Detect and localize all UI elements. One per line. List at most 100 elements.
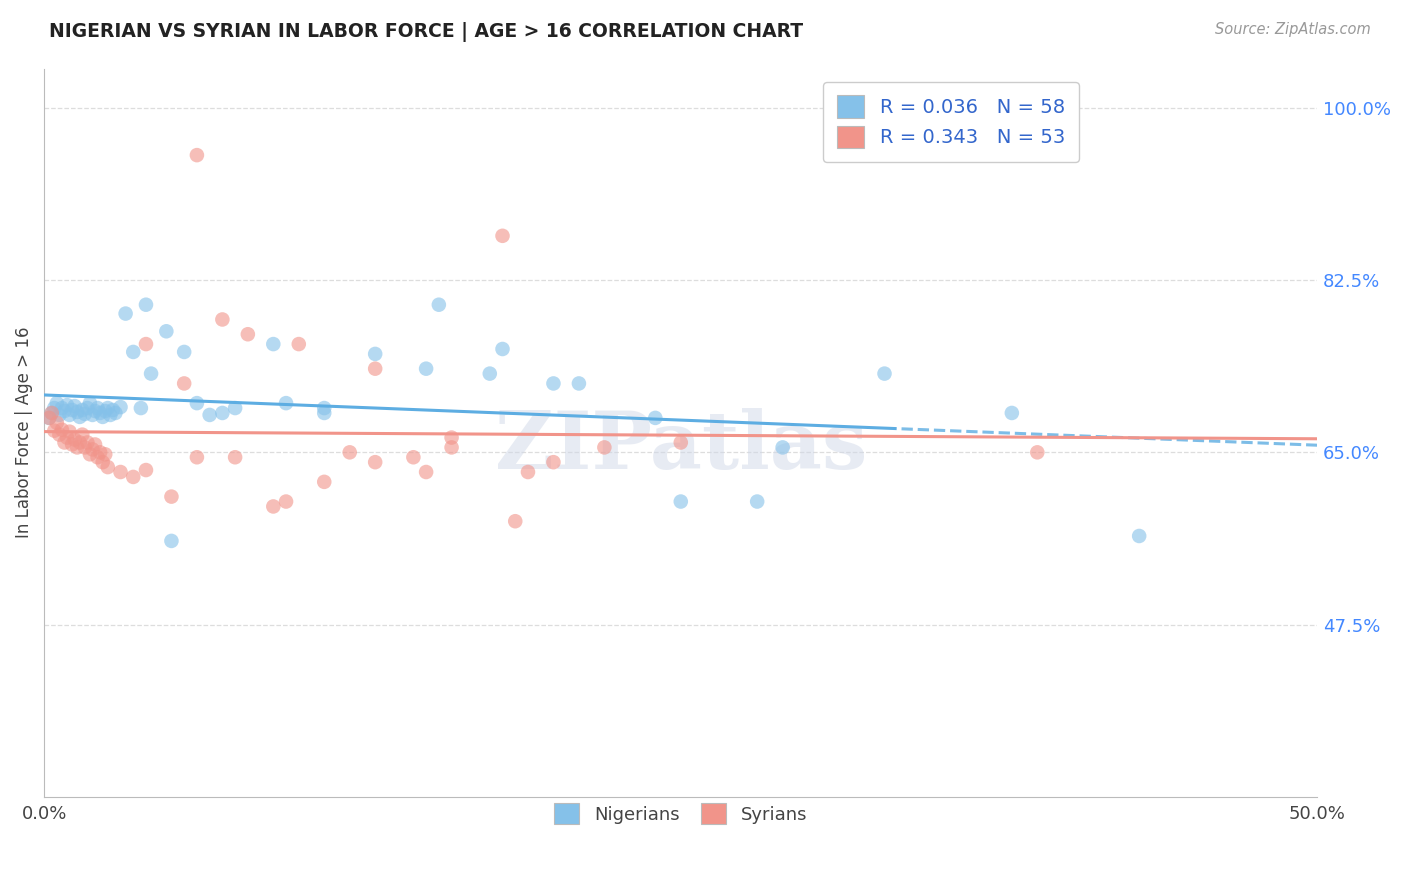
Point [104, 406, 127, 420]
Point [568, 376, 591, 391]
Point [364, 361, 387, 376]
Point [1026, 445, 1049, 459]
Point [69, 435, 91, 450]
Point [60, 437, 83, 451]
Point [491, 342, 513, 356]
Text: NIGERIAN VS SYRIAN IN LABOR FORCE | AGE > 16 CORRELATION CHART: NIGERIAN VS SYRIAN IN LABOR FORCE | AGE … [49, 22, 803, 42]
Point [110, 465, 132, 479]
Point [478, 367, 501, 381]
Point [211, 406, 233, 420]
Point [44, 424, 66, 438]
Point [543, 455, 565, 469]
Point [53, 404, 76, 418]
Point [72, 427, 94, 442]
Point [41, 406, 63, 420]
Point [314, 475, 336, 489]
Point [56, 398, 79, 412]
Point [186, 148, 208, 162]
Point [135, 463, 157, 477]
Point [669, 494, 692, 508]
Point [76, 435, 98, 450]
Point [135, 337, 157, 351]
Point [198, 408, 221, 422]
Text: Source: ZipAtlas.com: Source: ZipAtlas.com [1215, 22, 1371, 37]
Point [53, 435, 76, 450]
Point [110, 400, 132, 414]
Point [186, 396, 208, 410]
Point [63, 399, 86, 413]
Point [772, 441, 794, 455]
Point [73, 407, 96, 421]
Point [491, 228, 513, 243]
Point [160, 533, 183, 548]
Point [41, 406, 63, 420]
Point [44, 401, 66, 415]
Point [415, 465, 437, 479]
Point [364, 347, 387, 361]
Point [274, 494, 297, 508]
Point [173, 345, 195, 359]
Point [114, 307, 136, 321]
Point [94, 404, 117, 418]
Point [364, 455, 387, 469]
Point [517, 465, 540, 479]
Legend: Nigerians, Syrians: Nigerians, Syrians [543, 793, 818, 835]
Point [440, 431, 463, 445]
Point [314, 406, 336, 420]
Point [48, 427, 70, 442]
Point [747, 494, 769, 508]
Point [56, 431, 79, 445]
Point [45, 396, 67, 410]
Point [91, 455, 114, 469]
Point [94, 447, 117, 461]
Point [155, 324, 177, 338]
Point [288, 337, 311, 351]
Point [122, 470, 145, 484]
Point [135, 298, 157, 312]
Point [84, 404, 107, 418]
Point [91, 409, 114, 424]
Point [84, 437, 107, 451]
Point [72, 403, 94, 417]
Point [86, 450, 108, 465]
Text: ZIPatlas: ZIPatlas [495, 409, 868, 486]
Point [82, 442, 104, 457]
Point [644, 410, 666, 425]
Point [415, 361, 437, 376]
Point [79, 396, 101, 410]
Point [82, 408, 104, 422]
Point [262, 337, 284, 351]
Point [224, 401, 246, 415]
Point [873, 367, 896, 381]
Point [262, 500, 284, 514]
Point [402, 450, 425, 465]
Point [76, 401, 98, 415]
Point [427, 298, 450, 312]
Point [224, 450, 246, 465]
Point [669, 435, 692, 450]
Point [58, 425, 80, 439]
Point [98, 408, 121, 422]
Point [63, 433, 86, 447]
Point [89, 445, 111, 459]
Point [86, 401, 108, 415]
Point [45, 416, 67, 430]
Point [139, 367, 162, 381]
Point [173, 376, 195, 391]
Point [38, 410, 60, 425]
Point [122, 345, 145, 359]
Point [97, 460, 120, 475]
Point [66, 441, 89, 455]
Point [60, 403, 83, 417]
Point [160, 490, 183, 504]
Point [89, 406, 111, 420]
Point [69, 409, 91, 424]
Point [51, 401, 73, 415]
Point [73, 441, 96, 455]
Point [1001, 406, 1024, 420]
Point [593, 441, 616, 455]
Point [129, 401, 152, 415]
Point [79, 447, 101, 461]
Point [58, 408, 80, 422]
Point [51, 423, 73, 437]
